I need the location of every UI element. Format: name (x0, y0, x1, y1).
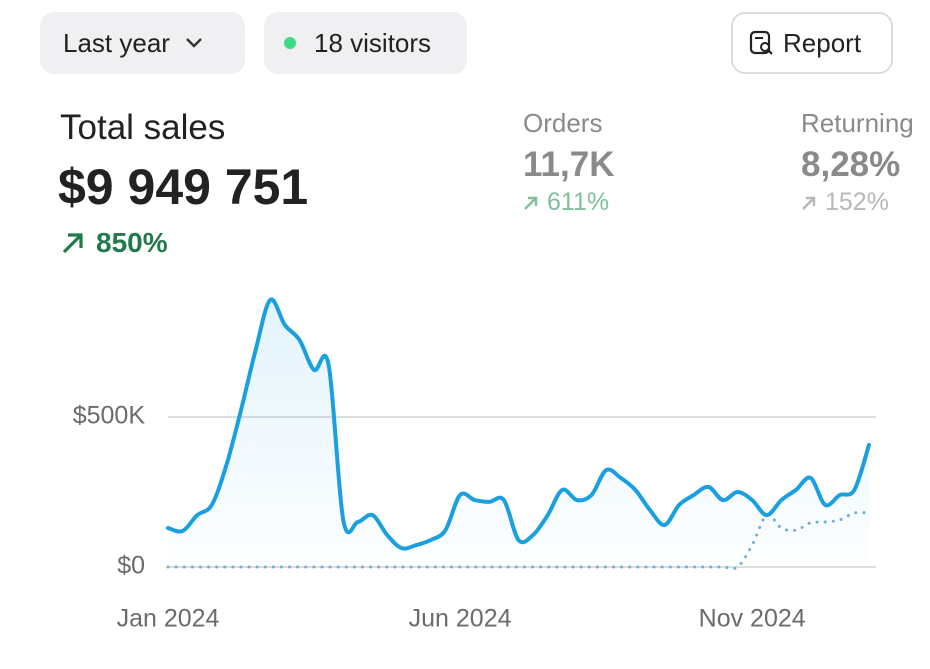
stat-value: $9 949 751 (58, 159, 309, 215)
stat-value: 8,28% (801, 145, 901, 184)
x-tick-label: Jan 2024 (117, 605, 220, 633)
visitors-label: 18 visitors (314, 27, 432, 58)
x-tick-label: Nov 2024 (699, 605, 806, 633)
previous-period-line (166, 510, 871, 571)
visitors-badge[interactable]: 18 visitors (264, 12, 467, 74)
stat-value: 11,7K (523, 145, 615, 184)
stat-label: Orders (523, 108, 603, 138)
stat-label: Total sales (60, 108, 226, 147)
stat-change: 611% (523, 188, 609, 217)
period-dropdown[interactable]: Last year (40, 12, 245, 74)
up-arrow (62, 233, 83, 254)
live-dot (284, 37, 296, 49)
stat-change: 850% (60, 227, 168, 259)
stat-change: 152% (801, 188, 889, 217)
report-button[interactable]: Report (731, 12, 893, 74)
chevron (186, 38, 202, 48)
stat-change-text: 850% (96, 227, 168, 258)
x-tick-label: Jun 2024 (409, 605, 512, 633)
report-icon (749, 30, 773, 55)
stat-label: Returning (801, 108, 914, 138)
sales-line (166, 297, 871, 551)
report-label: Report (783, 27, 862, 58)
period-label: Last year (63, 27, 170, 58)
stat-change-text: 611% (547, 188, 610, 216)
up-arrow (524, 196, 538, 210)
stat-change-text: 152% (825, 188, 889, 216)
y-tick-label: $0 (117, 552, 145, 580)
up-arrow (802, 196, 816, 210)
area-fill (168, 299, 869, 567)
y-tick-label: $500K (73, 402, 146, 430)
